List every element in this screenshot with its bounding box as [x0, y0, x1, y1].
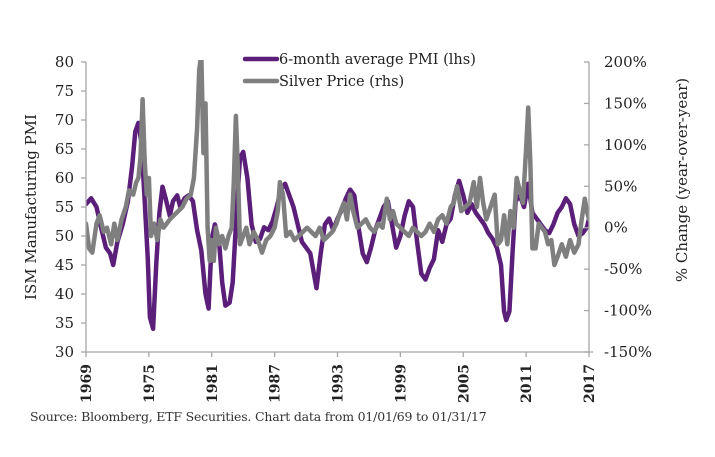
- right-axis-tick-label: -100%: [604, 302, 652, 320]
- x-axis-tick-label: 2011: [519, 364, 535, 403]
- left-axis-tick-label: 60: [55, 169, 74, 187]
- x-axis-tick-label: 1975: [142, 364, 158, 403]
- left-axis-tick-label: 80: [55, 53, 74, 71]
- right-axis-tick-label: 100%: [604, 136, 647, 154]
- right-axis-title: % Change (year-over-year): [673, 78, 691, 282]
- legend: 6-month average PMI (lhs) Silver Price (…: [242, 52, 476, 90]
- x-axis-tick-label: 2017: [582, 364, 598, 403]
- left-axis-tick-label: 35: [55, 314, 74, 332]
- left-axis-tick-label: 45: [55, 256, 74, 274]
- series-line-silver: [86, 60, 589, 268]
- left-axis-tick-label: 70: [55, 111, 74, 129]
- left-axis-tick-label: 40: [55, 285, 74, 303]
- left-axis-tick-label: 30: [55, 343, 74, 361]
- series-line-pmi: [86, 120, 589, 332]
- right-axis-tick-label: 50%: [604, 177, 637, 195]
- left-axis-tick-label: 50: [55, 227, 74, 245]
- right-axis-tick-label: 200%: [604, 53, 647, 71]
- x-axis-tick-label: 1987: [268, 364, 284, 403]
- right-axis-tick-label: 150%: [604, 94, 647, 112]
- right-axis-tick-label: -150%: [604, 343, 652, 361]
- x-axis-tick-label: 1981: [205, 364, 221, 403]
- series-layer: [86, 60, 589, 332]
- x-axis-tick-label: 1969: [79, 364, 95, 403]
- axes-layer: 30 35 40 45 50 55 60 65 70 75 80 -150% -100% -50% 0% 50…: [55, 53, 652, 403]
- left-axis-title: ISM Manufacturing PMI: [22, 114, 40, 300]
- left-axis-tick-label: 75: [55, 82, 74, 100]
- x-axis-tick-label: 2005: [456, 364, 472, 403]
- x-axis-tick-label: 1993: [331, 364, 347, 403]
- left-axis-tick-label: 65: [55, 140, 74, 158]
- right-axis-tick-label: 0%: [604, 219, 628, 237]
- x-axis-tick-label: 1999: [393, 364, 409, 403]
- left-axis-tick-label: 55: [55, 198, 74, 216]
- legend-label-silver: Silver Price (rhs): [279, 74, 404, 90]
- right-axis-tick-label: -50%: [604, 260, 642, 278]
- source-note: Source: Bloomberg, ETF Securities. Chart…: [30, 409, 487, 424]
- legend-label-pmi: 6-month average PMI (lhs): [279, 52, 476, 68]
